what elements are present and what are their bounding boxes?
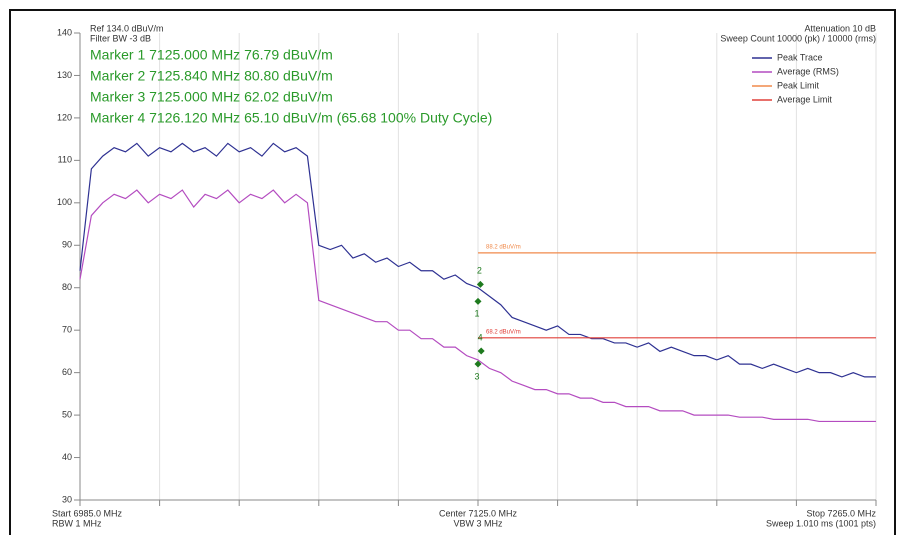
limit-label: 68.2 dBuV/m <box>486 329 521 335</box>
marker <box>477 347 485 355</box>
marker-number: 4 <box>478 332 483 342</box>
marker <box>474 297 482 305</box>
marker <box>474 360 482 368</box>
header-right: Attenuation 10 dB <box>804 23 876 33</box>
marker-readout: Marker 1 7125.000 MHz 76.79 dBuV/m <box>90 47 333 63</box>
series-line <box>79 142 876 378</box>
marker <box>476 280 484 288</box>
y-tick-label: 110 <box>58 155 72 165</box>
marker-readout: Marker 2 7125.840 MHz 80.80 dBuV/m <box>90 68 333 84</box>
legend-label: Average (RMS) <box>777 66 839 76</box>
y-tick-label: 60 <box>62 367 72 377</box>
limit-label: 88.2 dBuV/m <box>486 244 521 250</box>
header-left: Ref 134.0 dBuV/m <box>90 23 164 33</box>
series-line <box>79 189 876 423</box>
x-label: VBW 3 MHz <box>453 518 503 528</box>
y-tick-label: 40 <box>62 452 72 462</box>
y-tick-label: 120 <box>57 112 72 122</box>
x-label: RBW 1 MHz <box>52 518 102 528</box>
header-right: Sweep Count 10000 (pk) / 10000 (rms) <box>720 33 876 43</box>
marker-number: 1 <box>474 309 479 319</box>
y-tick-label: 70 <box>62 325 72 335</box>
y-tick-label: 80 <box>62 282 72 292</box>
y-tick-label: 130 <box>57 70 72 80</box>
y-tick-label: 100 <box>57 197 72 207</box>
marker-number: 3 <box>474 371 479 381</box>
y-tick-label: 50 <box>62 409 72 419</box>
marker-readout: Marker 4 7126.120 MHz 65.10 dBuV/m (65.6… <box>90 110 492 126</box>
x-label: Start 6985.0 MHz <box>52 508 123 518</box>
legend-label: Average Limit <box>777 94 832 104</box>
legend-label: Peak Limit <box>777 80 820 90</box>
y-tick-label: 30 <box>62 494 72 504</box>
y-tick-label: 140 <box>57 27 72 37</box>
frame <box>9 9 896 535</box>
x-label: Center 7125.0 MHz <box>439 508 518 518</box>
marker-readout: Marker 3 7125.000 MHz 62.02 dBuV/m <box>90 89 333 105</box>
y-tick-label: 90 <box>62 240 72 250</box>
x-label: Sweep 1.010 ms (1001 pts) <box>766 518 876 528</box>
x-label: Stop 7265.0 MHz <box>806 508 876 518</box>
marker-number: 2 <box>477 266 482 276</box>
legend-label: Peak Trace <box>777 52 823 62</box>
header-left: Filter BW -3 dB <box>90 33 151 43</box>
